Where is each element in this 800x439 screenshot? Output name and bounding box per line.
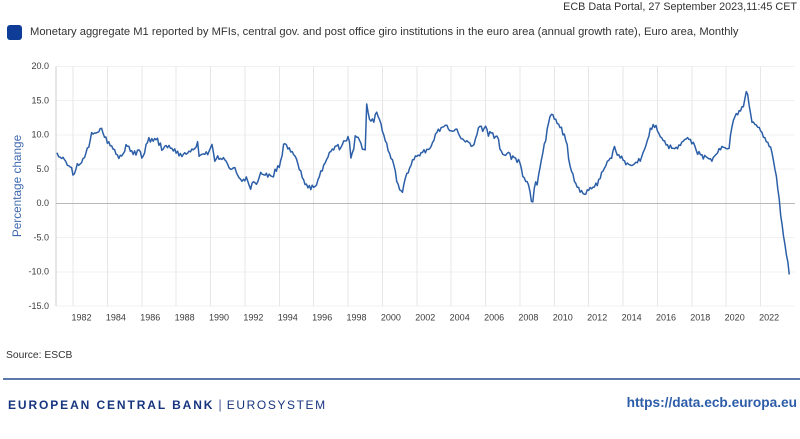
svg-text:1996: 1996 [312, 313, 332, 323]
svg-text:2012: 2012 [587, 313, 607, 323]
svg-text:2010: 2010 [553, 313, 573, 323]
svg-text:1982: 1982 [71, 313, 91, 323]
svg-text:2006: 2006 [484, 313, 504, 323]
svg-text:1994: 1994 [278, 313, 298, 323]
svg-text:5.0: 5.0 [36, 164, 49, 174]
svg-text:2022: 2022 [759, 313, 779, 323]
svg-text:20.0: 20.0 [31, 61, 49, 71]
svg-text:2002: 2002 [415, 313, 435, 323]
svg-text:2016: 2016 [656, 313, 676, 323]
svg-text:1984: 1984 [106, 313, 126, 323]
svg-text:10.0: 10.0 [31, 130, 49, 140]
svg-text:1986: 1986 [140, 313, 160, 323]
svg-text:2008: 2008 [518, 313, 538, 323]
svg-text:1992: 1992 [243, 313, 263, 323]
svg-text:1988: 1988 [175, 313, 195, 323]
svg-text:0.0: 0.0 [36, 198, 49, 208]
svg-text:2004: 2004 [450, 313, 470, 323]
svg-text:1990: 1990 [209, 313, 229, 323]
svg-text:15.0: 15.0 [31, 95, 49, 105]
svg-text:Percentage change: Percentage change [10, 134, 24, 237]
svg-text:2018: 2018 [690, 313, 710, 323]
svg-text:-15.0: -15.0 [28, 301, 49, 311]
svg-text:2014: 2014 [622, 313, 642, 323]
svg-text:1998: 1998 [346, 313, 366, 323]
svg-text:2000: 2000 [381, 313, 401, 323]
svg-text:-5.0: -5.0 [33, 232, 49, 242]
svg-text:2020: 2020 [725, 313, 745, 323]
svg-text:-10.0: -10.0 [28, 267, 49, 277]
